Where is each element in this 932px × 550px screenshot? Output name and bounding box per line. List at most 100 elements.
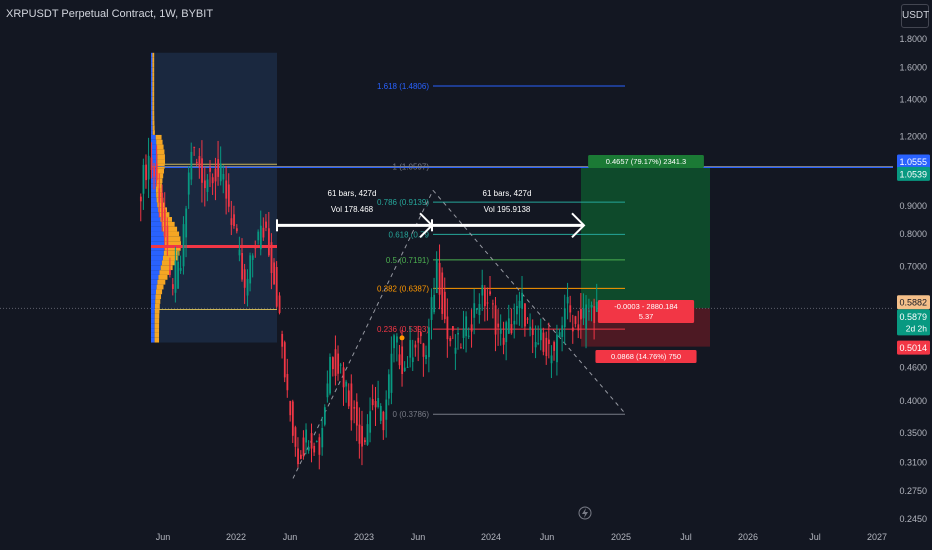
- candle-body: [566, 296, 569, 304]
- replay-lightning-icon: [578, 506, 592, 520]
- candle-body: [438, 262, 441, 295]
- vp-bar-sell: [154, 337, 160, 343]
- vp-bar-sell: [155, 294, 162, 300]
- candle-body: [233, 214, 235, 227]
- fib-level-label: 1.618 (1.4806): [377, 82, 429, 91]
- vp-bar-buy: [151, 217, 161, 222]
- candle-body: [387, 374, 390, 399]
- vp-bar-sell: [152, 67, 155, 73]
- price-axis-tick: 0.3100: [899, 457, 927, 467]
- candle-body: [278, 295, 281, 313]
- candle-body: [358, 424, 361, 444]
- currency-unit-label: USDT: [902, 10, 930, 21]
- candle-body: [563, 308, 566, 328]
- vp-bar-sell: [161, 260, 176, 266]
- vp-bar-buy: [151, 226, 163, 232]
- candle-body: [428, 327, 430, 358]
- vp-bar-sell: [154, 313, 160, 319]
- candle-body: [332, 357, 334, 370]
- candle-body: [441, 272, 444, 314]
- candle-body: [283, 342, 286, 378]
- price-axis-tick: 0.2750: [899, 486, 927, 496]
- vp-bar-buy: [151, 130, 153, 135]
- candle-body: [361, 426, 363, 447]
- candle-body: [403, 367, 406, 372]
- icon-bolt: [582, 508, 588, 518]
- candle-body: [382, 411, 385, 431]
- vp-bar-sell: [152, 57, 155, 63]
- candle-body: [435, 258, 438, 294]
- time-axis-tick: 2027: [867, 532, 887, 542]
- vp-bar-sell: [157, 154, 165, 160]
- candle-body: [430, 297, 433, 320]
- candle-body: [217, 159, 220, 177]
- candle-body: [494, 305, 497, 335]
- candle-body: [222, 174, 225, 180]
- projection-volume-label: Vol 195.9138: [484, 205, 531, 214]
- price-tag-box: [897, 309, 930, 336]
- time-axis-tick: Jul: [680, 532, 692, 542]
- price-axis-tick: 0.2450: [899, 514, 927, 524]
- currency-unit-button[interactable]: USDT: [901, 4, 929, 28]
- vp-bar-buy: [151, 197, 157, 203]
- candle-body: [273, 262, 276, 285]
- vp-bar-sell: [157, 202, 166, 208]
- candle-body: [590, 304, 593, 308]
- candle-body: [414, 344, 417, 348]
- price-axis-tick: 0.4600: [899, 362, 927, 372]
- vp-bar-sell: [152, 120, 155, 126]
- vp-bar-buy: [151, 120, 153, 126]
- vp-bar-sell: [155, 299, 161, 304]
- vp-bar-sell: [152, 72, 155, 77]
- vp-bar-sell: [156, 173, 164, 179]
- projection-arrow-2: [431, 212, 586, 239]
- position-target-label: 0.4657 (79.17%) 2341.3: [588, 155, 704, 168]
- candle-body: [580, 309, 582, 320]
- label-box: [588, 155, 704, 168]
- vp-bar-buy: [151, 284, 157, 290]
- vp-bar-buy: [151, 221, 162, 227]
- vp-bar-sell: [164, 246, 181, 251]
- candle-body: [227, 184, 230, 207]
- candle-body: [249, 255, 252, 284]
- vp-bar-sell: [163, 250, 180, 256]
- candle-body: [531, 329, 534, 335]
- candle-body: [364, 440, 366, 443]
- candle-body: [593, 306, 596, 323]
- candle-body: [516, 305, 518, 315]
- candle-body: [294, 427, 297, 447]
- candle-body: [422, 343, 425, 357]
- price-axis-tick: 1.2000: [899, 132, 927, 142]
- price-axis-tick: 0.8000: [899, 229, 927, 239]
- candle-body: [195, 161, 198, 163]
- time-axis-tick: 2022: [226, 532, 246, 542]
- vp-bar-sell: [156, 144, 164, 150]
- candle-body: [281, 333, 284, 347]
- fib-level-label: 0 (0.3786): [393, 410, 430, 419]
- candle-body: [465, 316, 468, 337]
- label-text: 5.37: [639, 312, 654, 321]
- vp-bar-sell: [161, 221, 175, 227]
- candle-body: [190, 151, 193, 180]
- candle-body: [323, 407, 326, 425]
- candle-body: [275, 266, 278, 307]
- candle-body: [574, 316, 577, 324]
- vp-bar-sell: [156, 284, 164, 290]
- price-axis-tag: 1.0555: [897, 154, 930, 169]
- candle-body: [462, 328, 465, 338]
- candle-body: [425, 355, 427, 359]
- vp-bar-buy: [151, 279, 158, 285]
- candle-body: [302, 437, 305, 457]
- vp-bar-sell: [164, 241, 181, 246]
- candle-body: [502, 337, 505, 345]
- candle-body: [353, 407, 356, 409]
- vp-bar-buy: [151, 323, 155, 329]
- candle-body: [286, 374, 289, 391]
- candle-body: [326, 383, 329, 398]
- vp-bar-sell: [157, 149, 165, 155]
- candle-body: [166, 225, 169, 248]
- candle-body: [406, 366, 409, 368]
- vp-bar-buy: [151, 231, 164, 237]
- candle-body: [558, 332, 561, 338]
